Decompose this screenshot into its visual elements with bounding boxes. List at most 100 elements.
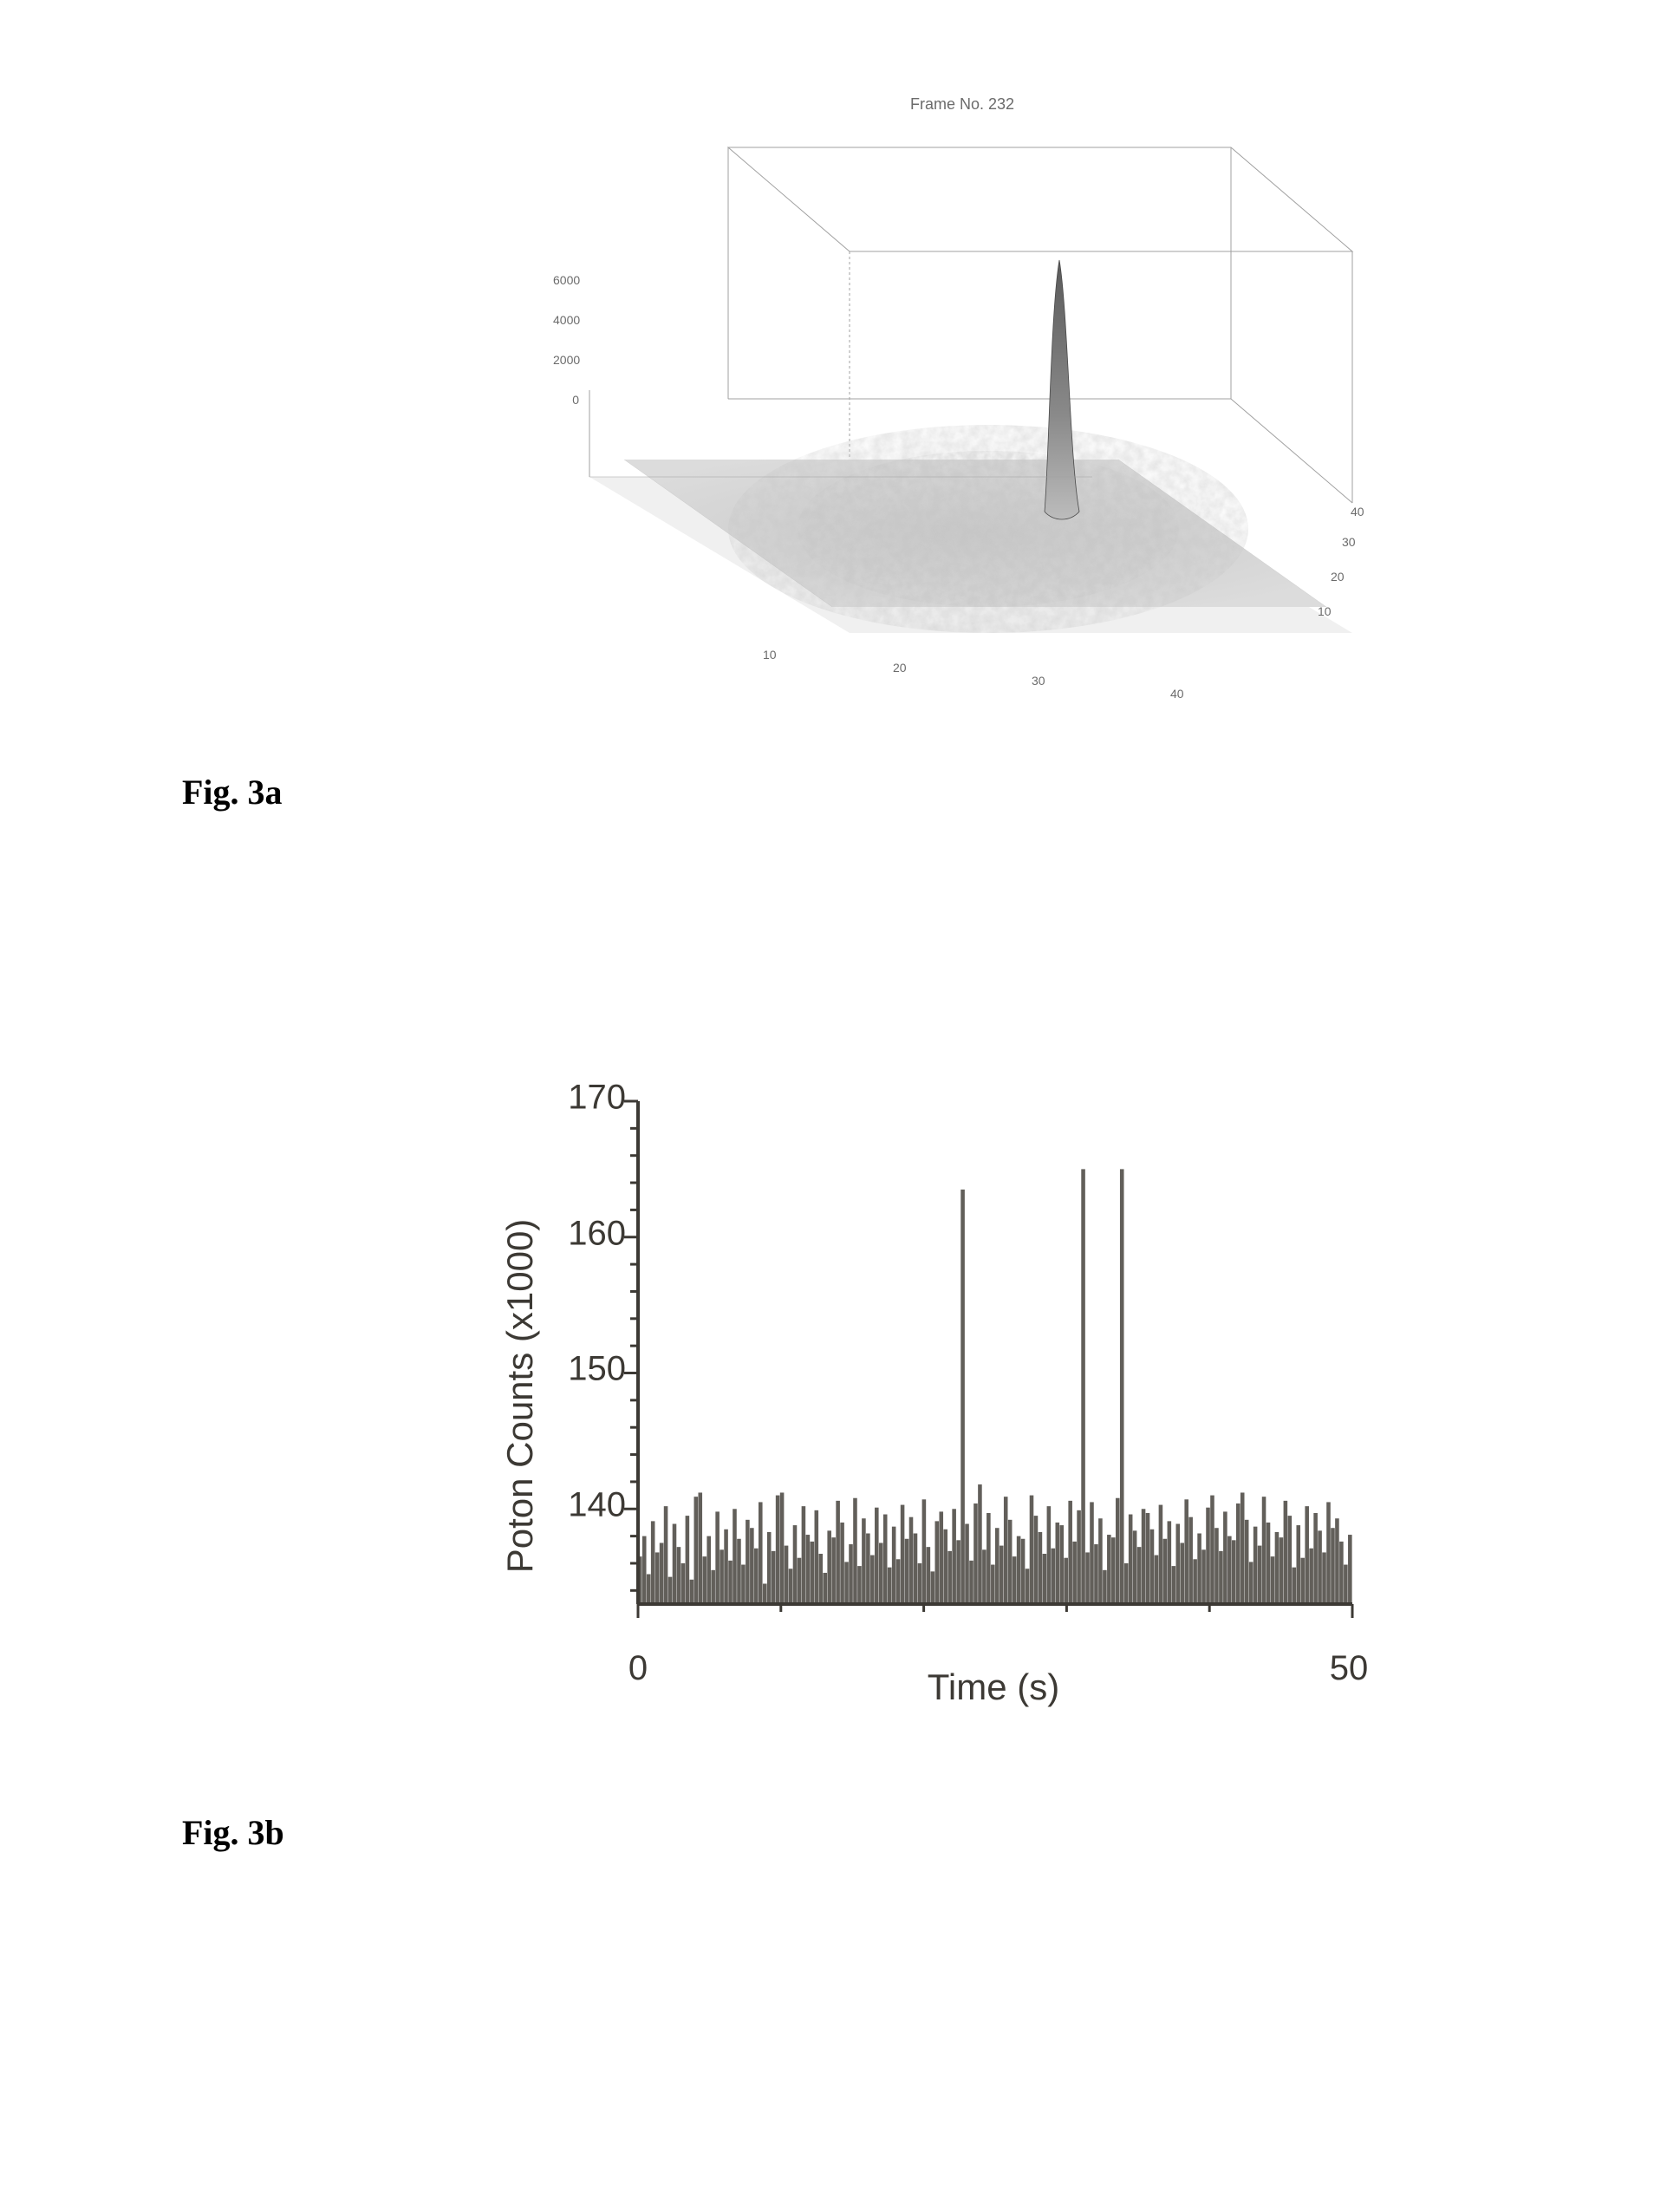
bar [1090, 1502, 1094, 1604]
ytick-label: 170 [568, 1079, 626, 1118]
bar [802, 1506, 806, 1604]
bar [702, 1556, 707, 1604]
bar [1214, 1528, 1219, 1604]
bar [1240, 1492, 1245, 1604]
bar [922, 1499, 927, 1604]
bar [1163, 1539, 1168, 1604]
bar [1043, 1554, 1047, 1604]
bar [1107, 1535, 1111, 1604]
figure-3b-caption: Fig. 3b [182, 1812, 284, 1853]
bar [862, 1518, 866, 1604]
bar [1275, 1532, 1280, 1604]
ztick-label: 6000 [553, 273, 579, 287]
bar [772, 1551, 776, 1604]
bar [1219, 1551, 1223, 1604]
bar [1253, 1527, 1258, 1604]
bar [780, 1492, 785, 1604]
bar [1293, 1568, 1297, 1604]
bar [1077, 1510, 1081, 1604]
bar [1055, 1523, 1059, 1604]
bar [1047, 1506, 1052, 1604]
figure-3b-plot: Poton Counts (x1000) Time (s) 170 160 15… [536, 1092, 1368, 1699]
bar [1300, 1558, 1305, 1604]
bar [1137, 1547, 1142, 1604]
bar [815, 1510, 819, 1604]
bar [1258, 1546, 1262, 1604]
bar [1124, 1563, 1129, 1604]
bar [1331, 1528, 1335, 1604]
bar [789, 1569, 793, 1604]
bar [681, 1563, 686, 1604]
bar [1013, 1556, 1017, 1604]
bar [875, 1508, 879, 1604]
bar [991, 1565, 995, 1604]
bar [831, 1537, 836, 1604]
bar [1210, 1496, 1214, 1604]
bar [724, 1530, 728, 1604]
bar [1111, 1537, 1116, 1604]
bar [660, 1543, 664, 1604]
bar [1227, 1536, 1232, 1604]
bar [673, 1524, 677, 1604]
bar [1344, 1565, 1348, 1604]
bar [1150, 1530, 1155, 1604]
bar [935, 1521, 940, 1604]
bar [987, 1513, 991, 1604]
bar [677, 1547, 681, 1604]
svg-text:40: 40 [1170, 687, 1184, 701]
bar [1034, 1516, 1039, 1604]
bar [1085, 1552, 1090, 1604]
bar [982, 1549, 987, 1604]
bar [655, 1552, 660, 1604]
bar [1236, 1503, 1240, 1604]
bar [1339, 1542, 1344, 1604]
bar [1280, 1537, 1284, 1604]
bar [918, 1563, 922, 1604]
bar [1172, 1566, 1176, 1604]
bar [909, 1517, 914, 1604]
bar [651, 1521, 655, 1604]
bar [785, 1546, 789, 1604]
bar [840, 1523, 844, 1604]
bar [866, 1533, 870, 1604]
bar [896, 1559, 901, 1604]
bar [1133, 1530, 1137, 1604]
bar [1120, 1169, 1124, 1604]
bar [1309, 1549, 1313, 1604]
bar [686, 1516, 690, 1604]
bar [707, 1536, 711, 1604]
bar [1318, 1530, 1322, 1604]
bar [853, 1498, 857, 1604]
bar [1026, 1569, 1030, 1604]
bar [939, 1511, 943, 1604]
bar [1052, 1549, 1056, 1604]
bar [1335, 1518, 1339, 1604]
bar [836, 1501, 840, 1604]
bar [914, 1533, 918, 1604]
ztick-label: 4000 [553, 313, 579, 327]
bar [1155, 1556, 1159, 1604]
svg-text:20: 20 [1331, 570, 1345, 584]
bar [647, 1575, 651, 1604]
bar [1180, 1543, 1184, 1604]
bar [711, 1570, 715, 1604]
svg-text:10: 10 [763, 648, 777, 662]
bar [746, 1520, 750, 1604]
bar [1206, 1508, 1210, 1604]
ytick-label: 140 [568, 1485, 626, 1524]
bar [733, 1509, 737, 1604]
bar [844, 1562, 849, 1604]
bar-chart-svg [536, 1092, 1368, 1699]
bar [715, 1511, 720, 1604]
figure-3a-plot: Frame No. 232 6000 4000 2000 0 [546, 95, 1378, 702]
bar [818, 1554, 823, 1604]
ytick-label: 160 [568, 1214, 626, 1253]
bar [668, 1577, 673, 1604]
bar [694, 1497, 699, 1604]
bar [1245, 1520, 1249, 1604]
svg-text:20: 20 [893, 661, 907, 675]
bar [741, 1565, 746, 1604]
bar [1288, 1516, 1293, 1604]
bar [1188, 1517, 1193, 1604]
bar [1072, 1542, 1077, 1604]
